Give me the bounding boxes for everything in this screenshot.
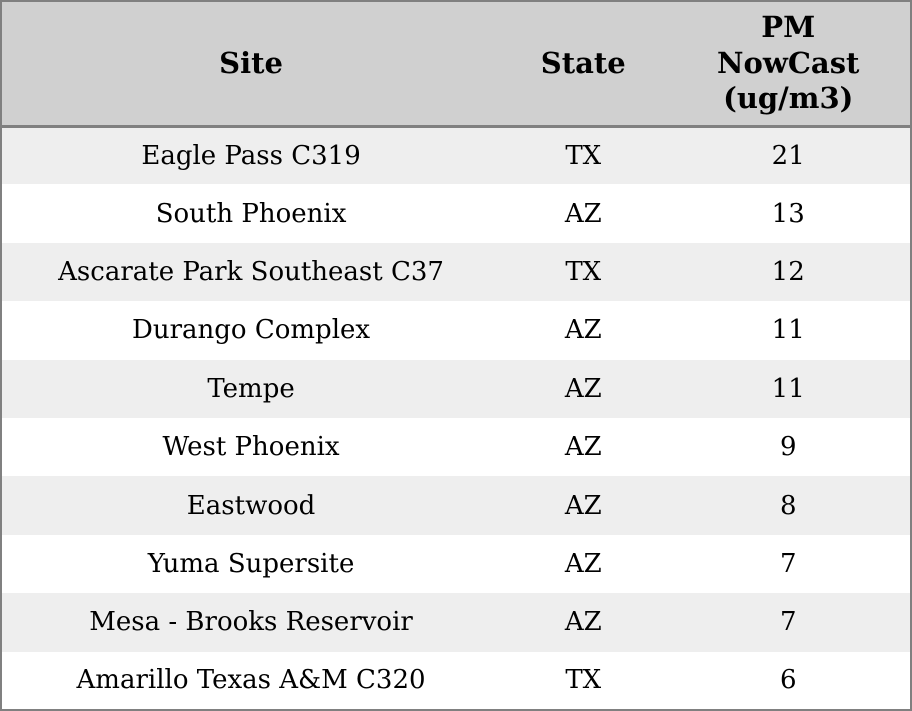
column-header-state: State xyxy=(500,1,667,128)
site-cell: Mesa - Brooks Reservoir xyxy=(89,607,413,638)
state-cell: AZ xyxy=(564,315,602,346)
site-cell: Eastwood xyxy=(186,490,316,521)
table-row: Yuma Supersite AZ 7 xyxy=(1,534,911,594)
pm-nowcast-cell: 8 xyxy=(779,490,797,521)
header-row: Site State PM NowCast (ug/m3) xyxy=(1,1,911,128)
table-row: Mesa - Brooks Reservoir AZ 7 xyxy=(1,593,911,652)
state-cell: TX xyxy=(565,665,602,696)
pm-nowcast-cell: 7 xyxy=(779,548,797,579)
state-cell: AZ xyxy=(564,548,602,579)
table-row: Durango Complex AZ 11 xyxy=(1,301,911,360)
table-header: Site State PM NowCast (ug/m3) xyxy=(1,1,911,128)
pm-nowcast-cell: 7 xyxy=(779,607,797,638)
site-cell: Durango Complex xyxy=(132,315,371,346)
site-cell: West Phoenix xyxy=(162,432,340,463)
pm-nowcast-cell: 6 xyxy=(779,665,797,696)
table-body: Eagle Pass C319 TX 21 South Phoenix AZ 13 Asca… xyxy=(1,126,911,710)
site-cell: Eagle Pass C319 xyxy=(141,140,361,171)
site-cell: Yuma Supersite xyxy=(147,548,355,579)
site-cell: Ascarate Park Southeast C37 xyxy=(58,256,444,287)
state-cell: TX xyxy=(565,256,602,287)
site-cell: South Phoenix xyxy=(155,198,347,229)
pm-nowcast-cell: 11 xyxy=(771,373,805,404)
state-cell: AZ xyxy=(564,490,602,521)
pm-nowcast-cell: 13 xyxy=(771,198,805,229)
table-row: Eastwood AZ 8 xyxy=(1,476,911,535)
state-cell: AZ xyxy=(564,607,602,638)
column-header-site: Site xyxy=(1,1,501,128)
pm-nowcast-cell: 9 xyxy=(779,432,797,463)
table-row: Tempe AZ 11 xyxy=(1,359,911,418)
column-header-pm-nowcast: PM NowCast (ug/m3) xyxy=(666,1,911,128)
table-row: West Phoenix AZ 9 xyxy=(1,417,911,477)
table-row: South Phoenix AZ 13 xyxy=(1,184,911,243)
state-cell: TX xyxy=(565,140,602,171)
state-cell: AZ xyxy=(564,373,602,404)
site-cell: Tempe xyxy=(207,373,295,404)
table-row: Amarillo Texas A&M C320 TX 6 xyxy=(1,651,911,710)
pm-nowcast-cell: 21 xyxy=(771,140,805,171)
pm-nowcast-cell: 11 xyxy=(771,315,805,346)
site-cell: Amarillo Texas A&M C320 xyxy=(76,665,426,696)
table-row: Eagle Pass C319 TX 21 xyxy=(1,126,911,185)
pm-nowcast-cell: 12 xyxy=(771,256,805,287)
state-cell: AZ xyxy=(564,432,602,463)
state-cell: AZ xyxy=(564,198,602,229)
table-row: Ascarate Park Southeast C37 TX 12 xyxy=(1,242,911,302)
